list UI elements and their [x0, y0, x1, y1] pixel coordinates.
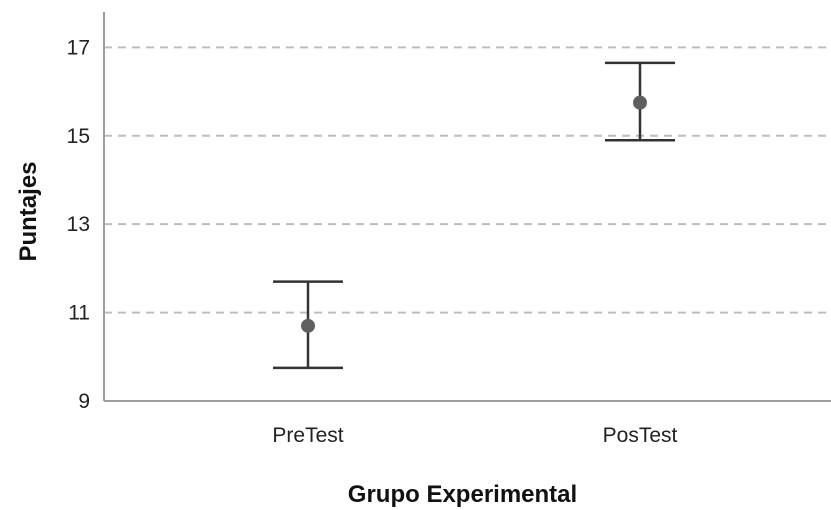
- x-tick-label: PreTest: [272, 424, 343, 447]
- y-tick-label: 11: [68, 302, 90, 325]
- y-axis-ticks: 9 11 13 15 17: [67, 36, 90, 413]
- mean-point: [633, 95, 647, 110]
- y-axis-title: Puntajes: [15, 161, 42, 261]
- y-tick-label: 13: [67, 213, 90, 236]
- gridlines: [104, 46, 831, 314]
- x-axis-title: Grupo Experimental: [348, 481, 577, 508]
- x-axis-ticks: PreTest PosTest: [272, 424, 677, 447]
- y-tick-label: 15: [67, 125, 90, 148]
- error-bar-series: [273, 61, 675, 370]
- mean-point: [301, 318, 315, 333]
- y-tick-label: 9: [78, 390, 90, 413]
- y-tick-label: 17: [67, 36, 90, 59]
- x-tick-label: PosTest: [603, 424, 678, 447]
